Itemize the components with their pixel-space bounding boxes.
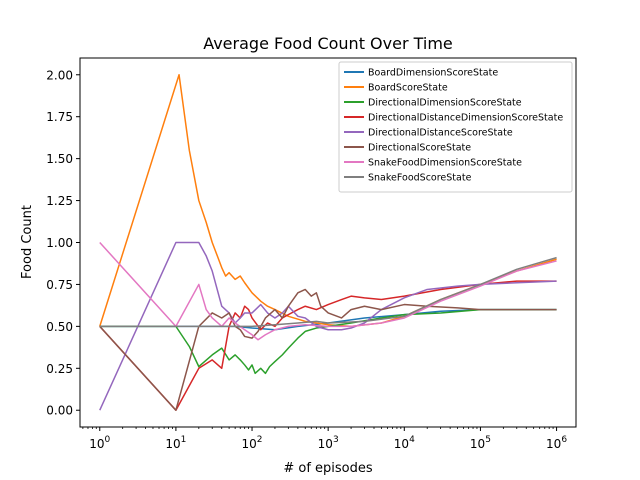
series-line-6 xyxy=(99,241,557,341)
x-axis-label: # of episodes xyxy=(283,461,373,476)
legend-label-1: BoardScoreState xyxy=(368,83,448,94)
x-tick-label-3: 103 xyxy=(318,435,339,451)
legend-label-2: DirectionalDimensionScoreState xyxy=(368,98,522,109)
x-tick-label-0: 100 xyxy=(89,435,110,451)
y-tick-label-2: 0.50 xyxy=(46,320,73,334)
y-axis-label: Food Count xyxy=(20,205,35,279)
legend-label-5: DirectionalScoreState xyxy=(368,143,471,154)
series-line-7 xyxy=(99,256,557,328)
x-tick-label-2: 102 xyxy=(242,435,263,451)
series-line-5 xyxy=(99,288,557,411)
series-line-1 xyxy=(99,74,557,328)
chart-title: Average Food Count Over Time xyxy=(203,34,453,53)
x-axis-ticks: 100 101 102 103 104 105 106 xyxy=(82,427,567,451)
y-tick-label-3: 0.75 xyxy=(46,278,73,292)
legend: BoardDimensionScoreState BoardScoreState D… xyxy=(338,61,573,193)
x-tick-label-6: 106 xyxy=(546,435,567,451)
series-line-4 xyxy=(99,241,557,411)
y-tick-label-6: 1.50 xyxy=(46,152,73,166)
legend-box xyxy=(338,61,573,193)
y-tick-label-8: 2.00 xyxy=(46,68,73,82)
y-tick-label-0: 0.00 xyxy=(46,404,73,418)
x-tick-label-4: 104 xyxy=(394,435,415,451)
legend-label-7: SnakeFoodScoreState xyxy=(368,173,472,184)
legend-label-3: DirectionalDistanceDimensionScoreState xyxy=(368,113,563,124)
y-tick-label-1: 0.25 xyxy=(46,362,73,376)
y-tick-label-5: 1.25 xyxy=(46,194,73,208)
x-tick-label-1: 101 xyxy=(165,435,186,451)
legend-label-0: BoardDimensionScoreState xyxy=(368,68,498,79)
legend-label-4: DirectionalDistanceScoreState xyxy=(368,128,513,139)
y-tick-label-7: 1.75 xyxy=(46,110,73,124)
y-tick-label-4: 1.00 xyxy=(46,236,73,250)
plot-lines xyxy=(99,74,557,411)
legend-label-6: SnakeFoodDimensionScoreState xyxy=(368,158,522,169)
x-tick-label-5: 105 xyxy=(470,435,491,451)
y-axis-ticks: 0.00 0.25 0.50 0.75 1.00 1.25 1.50 1.75 2.00 xyxy=(46,68,80,418)
